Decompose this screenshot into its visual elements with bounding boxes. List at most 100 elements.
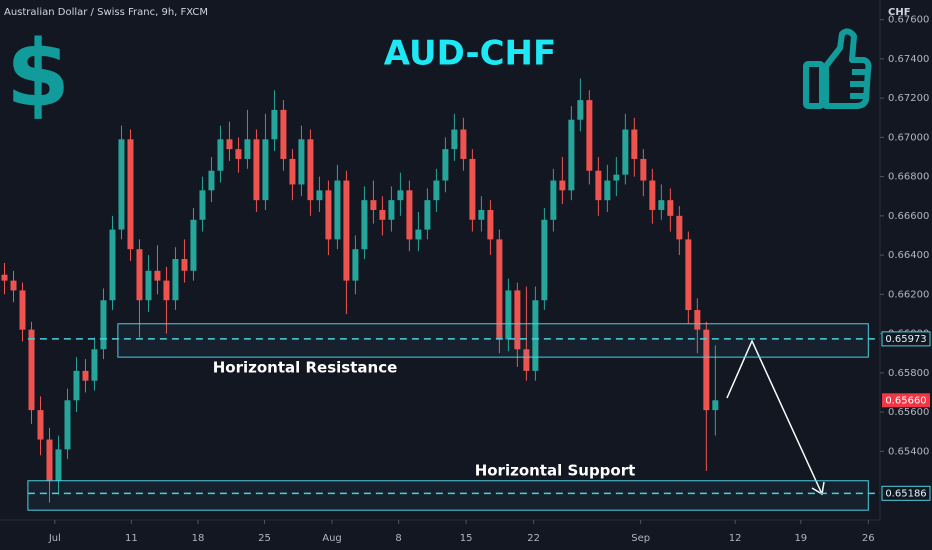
candle-body [352, 249, 359, 281]
candle-body [541, 219, 548, 301]
candle-body [289, 158, 296, 185]
candle-body [19, 290, 26, 330]
candle-body [478, 209, 485, 220]
candle-body [325, 190, 332, 240]
candle-body [55, 449, 62, 481]
candle-body [379, 209, 386, 220]
candle-body [1, 274, 8, 281]
candle-body [487, 209, 494, 240]
candle-body [217, 139, 224, 171]
candle-body [433, 180, 440, 201]
candle-body [136, 249, 143, 301]
candle-body [442, 149, 449, 181]
candle-body [658, 200, 665, 210]
candle-body [82, 370, 89, 381]
last-price-box [882, 393, 930, 408]
candle-body [172, 259, 179, 301]
candle-body [667, 200, 674, 216]
thumb-fingers [850, 69, 866, 99]
currency-label: CHF [888, 7, 911, 18]
candle-body [145, 270, 152, 301]
symbol-info: Australian Dollar / Swiss Franc, 9h, FXC… [4, 7, 208, 18]
y-tick-label: 0.67400 [888, 54, 929, 65]
candle-body [685, 239, 692, 311]
candle-body [235, 149, 242, 159]
candle-body [154, 270, 161, 281]
candle-body [532, 300, 539, 371]
candle-body [190, 219, 197, 271]
y-tick-label: 0.66400 [888, 250, 929, 261]
zone-box [27, 480, 869, 511]
candle-body [370, 200, 377, 210]
x-tick-label: Aug [322, 533, 342, 544]
candle-body [316, 190, 323, 201]
candle-body [163, 280, 170, 301]
candle-body [298, 139, 305, 185]
candle-body [514, 290, 521, 350]
level-price-box [881, 331, 931, 347]
zone-label: Horizontal Resistance [213, 359, 398, 377]
candle-body [262, 139, 269, 201]
candle-body [118, 139, 125, 230]
x-tick-label: 8 [395, 533, 401, 544]
candle-body [100, 300, 107, 350]
candle-body [604, 180, 611, 201]
candle-body [64, 400, 71, 450]
y-tick-label: 0.67000 [888, 132, 929, 143]
candle-body [424, 200, 431, 230]
candle-body [559, 180, 566, 191]
candle-body [460, 129, 467, 159]
candle-body [451, 129, 458, 150]
x-tick-label: 12 [729, 533, 742, 544]
level-price-label: 0.65973 [885, 334, 926, 345]
candle-body [244, 139, 251, 159]
candle-body [253, 139, 260, 201]
candle-body [550, 180, 557, 220]
candle-body [406, 190, 413, 240]
thumb-cuff [803, 61, 825, 109]
candle-body [631, 129, 638, 159]
candle-body [361, 200, 368, 250]
y-tick-label: 0.66800 [888, 172, 929, 183]
candle-body [703, 329, 710, 411]
candle-body [208, 170, 215, 191]
y-tick-label: 0.67600 [888, 15, 929, 26]
x-tick-label: 25 [258, 533, 271, 544]
candle-body [613, 174, 620, 181]
candle-body [496, 239, 503, 340]
candle-body [109, 229, 116, 301]
x-tick-label: 26 [862, 533, 875, 544]
candle-body [271, 109, 278, 140]
candle-body [73, 370, 80, 401]
candle-body [307, 139, 314, 201]
x-tick-label: 15 [460, 533, 473, 544]
candle-body [586, 100, 593, 171]
candle-body [388, 200, 395, 220]
chart-title: AUD-CHF [384, 34, 556, 74]
y-tick-label: 0.66600 [888, 211, 929, 222]
candle-body [397, 190, 404, 201]
candle-body [343, 180, 350, 281]
candle-body [694, 310, 701, 330]
candle-body [469, 158, 476, 220]
x-tick-label: 11 [125, 533, 138, 544]
thumb-hand [823, 28, 872, 109]
candle-body [226, 139, 233, 150]
candle-body [577, 100, 584, 120]
candle-body [712, 400, 719, 411]
candle-body [622, 129, 629, 175]
candle-body [91, 349, 98, 381]
x-tick-label: Sep [631, 533, 650, 544]
candle-body [568, 119, 575, 191]
candle-body [415, 229, 422, 240]
y-tick-label: 0.65600 [888, 407, 929, 418]
level-price-box [881, 485, 931, 501]
candle-body [595, 170, 602, 201]
candle-body [676, 215, 683, 240]
candle-body [199, 190, 206, 220]
thumbs-up-icon [803, 28, 872, 109]
zone-label: Horizontal Support [475, 461, 636, 479]
level-price-label: 0.65186 [885, 488, 926, 499]
